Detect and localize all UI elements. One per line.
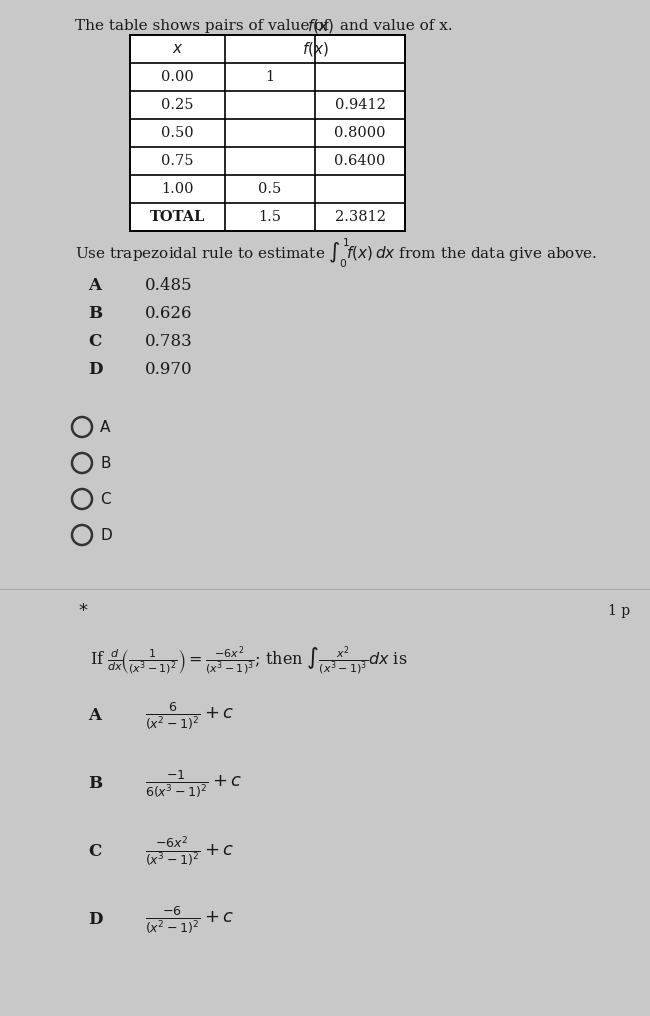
Text: B: B xyxy=(88,305,102,321)
Text: 0.783: 0.783 xyxy=(145,332,193,350)
Bar xyxy=(130,35,405,231)
Text: $x$: $x$ xyxy=(172,42,183,56)
Text: 0.75: 0.75 xyxy=(161,154,194,168)
Text: 0.00: 0.00 xyxy=(161,70,194,84)
Text: 0.25: 0.25 xyxy=(161,98,194,112)
Text: The table shows pairs of value of: The table shows pairs of value of xyxy=(75,19,334,33)
Text: A: A xyxy=(100,420,110,435)
Text: $f(x)$: $f(x)$ xyxy=(307,17,334,35)
Text: B: B xyxy=(88,775,102,792)
Text: $f(x)$: $f(x)$ xyxy=(302,40,328,58)
Text: Use trapezoidal rule to estimate $\int_0^1\! f(x)\,dx$ from the data give above.: Use trapezoidal rule to estimate $\int_0… xyxy=(75,237,597,269)
Text: A: A xyxy=(88,276,101,294)
Text: 0.6400: 0.6400 xyxy=(334,154,385,168)
Text: 0.5: 0.5 xyxy=(259,182,281,196)
Text: *: * xyxy=(78,602,87,620)
Text: C: C xyxy=(88,332,101,350)
Text: 1.00: 1.00 xyxy=(161,182,194,196)
Text: 0.626: 0.626 xyxy=(145,305,192,321)
Text: TOTAL: TOTAL xyxy=(150,210,205,224)
Text: $\frac{6}{(x^2-1)^2}+c$: $\frac{6}{(x^2-1)^2}+c$ xyxy=(145,701,235,732)
Text: $\frac{-6x^2}{(x^3-1)^2}+c$: $\frac{-6x^2}{(x^3-1)^2}+c$ xyxy=(145,835,235,869)
Text: 2.3812: 2.3812 xyxy=(335,210,385,224)
Text: B: B xyxy=(100,455,110,470)
Text: $\frac{-1}{6(x^3-1)^2}+c$: $\frac{-1}{6(x^3-1)^2}+c$ xyxy=(145,769,242,800)
Text: $\frac{-6}{(x^2-1)^2}+c$: $\frac{-6}{(x^2-1)^2}+c$ xyxy=(145,904,235,936)
Text: 0.50: 0.50 xyxy=(161,126,194,140)
Text: A: A xyxy=(88,707,101,724)
Text: D: D xyxy=(100,527,112,543)
Text: 0.485: 0.485 xyxy=(145,276,192,294)
Text: 0.9412: 0.9412 xyxy=(335,98,385,112)
Text: 1: 1 xyxy=(265,70,274,84)
Text: D: D xyxy=(88,361,103,378)
Text: 0.970: 0.970 xyxy=(145,361,192,378)
Text: C: C xyxy=(100,492,110,507)
Text: and value of x.: and value of x. xyxy=(335,19,452,33)
Text: D: D xyxy=(88,911,103,929)
Text: 1 p: 1 p xyxy=(608,604,630,618)
Text: If $\frac{d}{dx}\!\left(\frac{1}{(x^3-1)^2}\right)=\frac{-6x^2}{(x^3-1)^3}$; the: If $\frac{d}{dx}\!\left(\frac{1}{(x^3-1)… xyxy=(90,644,408,678)
Text: C: C xyxy=(88,843,101,861)
Text: 0.8000: 0.8000 xyxy=(334,126,385,140)
Text: 1.5: 1.5 xyxy=(259,210,281,224)
